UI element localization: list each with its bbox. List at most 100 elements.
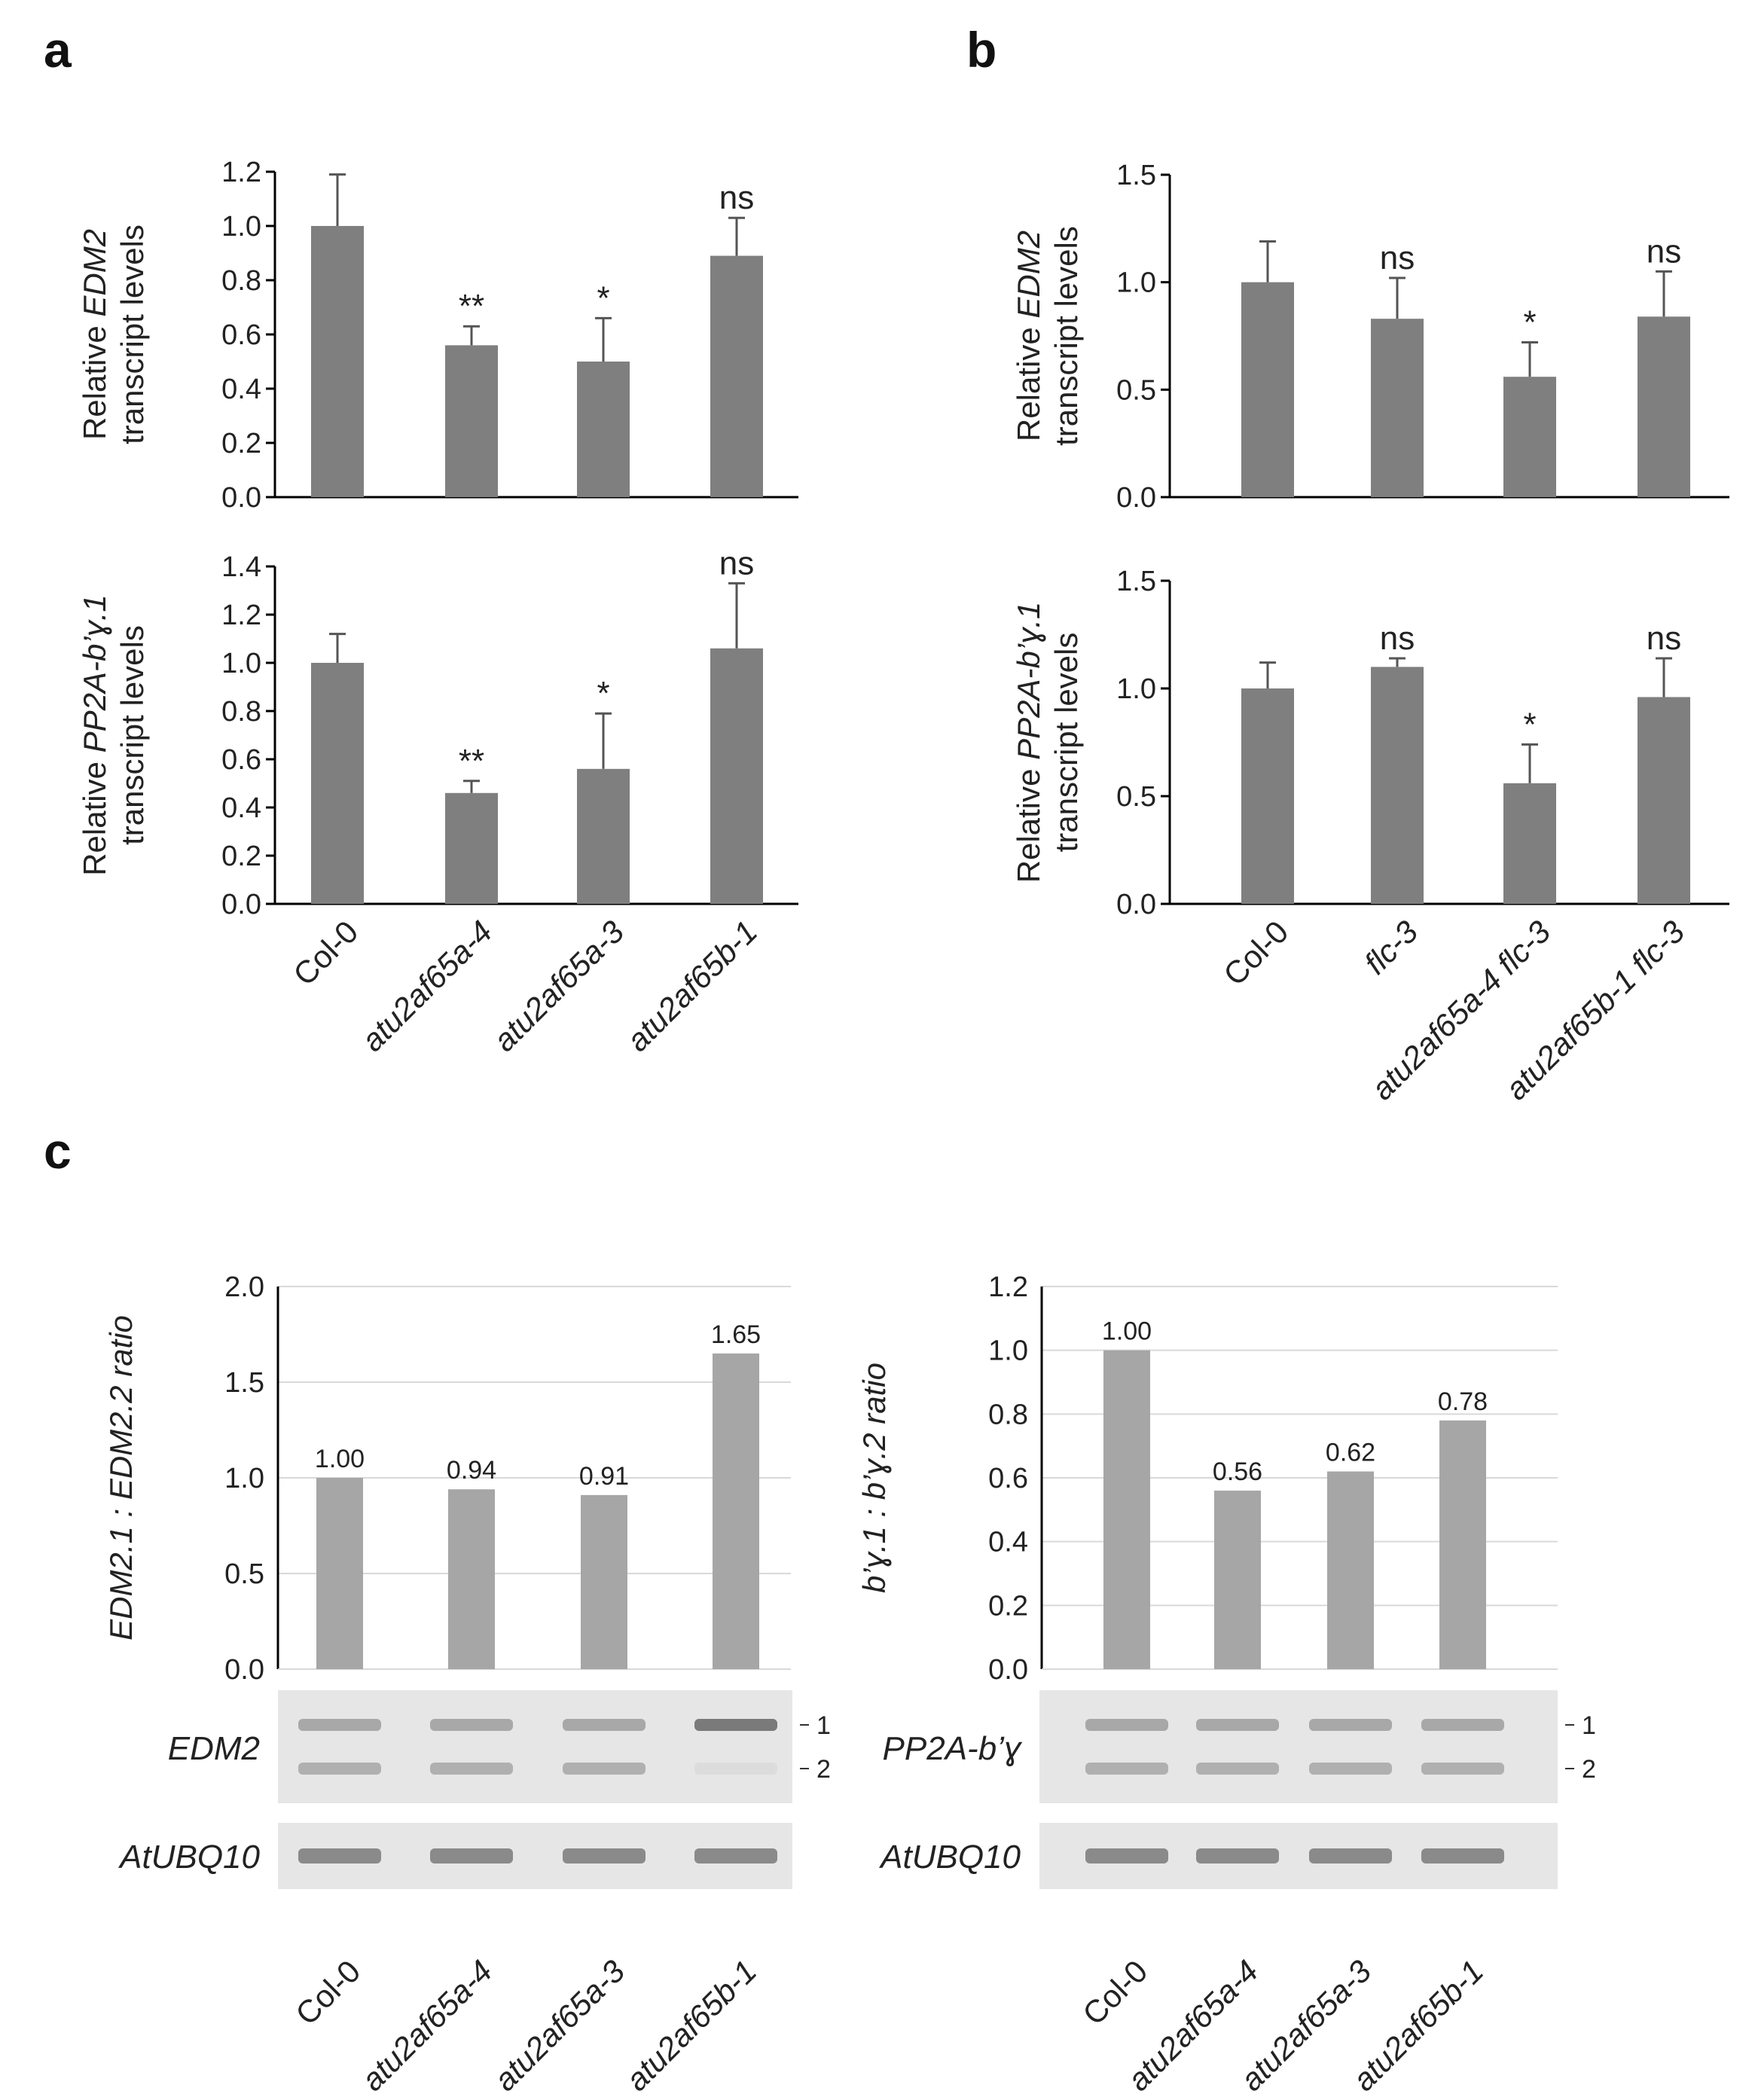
y-tick-label: 0.6 <box>221 319 261 351</box>
y-tick-label: 0.0 <box>221 889 261 920</box>
significance-label: ns <box>1647 620 1681 657</box>
chart-b-bottom: 0.0 0.5 1.0 1.5 ns * ns Relative PP2A-b’ɣ.1 tran… <box>1011 566 1729 1106</box>
band-label-1: 1 <box>1582 1711 1596 1740</box>
y-tick-label: 1.0 <box>221 211 261 243</box>
bar-atu2af65b-1 <box>1439 1420 1486 1669</box>
significance-label: * <box>1523 304 1536 341</box>
gel-band-control <box>563 1848 646 1863</box>
y-tick-label: 0.2 <box>988 1590 1028 1622</box>
significance-label: ns <box>719 545 754 581</box>
x-tick-label: atu2af65a-4 <box>355 1953 499 2098</box>
gel-band-2 <box>563 1763 646 1775</box>
gel-control-label: AtUBQ10 <box>878 1839 1021 1876</box>
y-tick-label: 0.6 <box>988 1463 1028 1494</box>
y-tick-label: 1.2 <box>221 600 261 631</box>
y-tick-label: 0.8 <box>221 265 261 297</box>
y-tick-label: 0.4 <box>221 374 261 405</box>
x-tick-label: Col-0 <box>288 1953 367 2031</box>
gel-band-1 <box>1085 1719 1168 1731</box>
y-tick-label: 2.0 <box>224 1271 264 1303</box>
y-axis-label-prefix: Relative <box>77 752 112 875</box>
y-tick-label: 0.5 <box>1116 374 1156 406</box>
y-tick-label: 0.5 <box>224 1558 264 1590</box>
chart-c-right: 0.0 0.2 0.4 0.6 0.8 1.0 1.2 1.00 0.56 0.62 0.78 b’ɣ… <box>856 1271 1558 2098</box>
x-tick-label: Col-0 <box>286 914 365 992</box>
y-tick-label: 1.0 <box>224 1463 264 1494</box>
y-tick-label: 0.6 <box>221 744 261 776</box>
significance-label: * <box>597 279 609 316</box>
bar-atu2af65b-1 <box>713 1353 759 1669</box>
significance-label: ns <box>719 179 754 216</box>
band-label-2: 2 <box>816 1755 831 1784</box>
y-axis-label-gene: EDM2 <box>77 229 112 317</box>
bar-flc-3 <box>1371 667 1424 904</box>
y-tick-label: 0.8 <box>988 1399 1028 1430</box>
y-axis-label: Relative PP2A-b’ɣ.1 <box>77 594 112 876</box>
gel-control-label: AtUBQ10 <box>118 1839 260 1876</box>
data-label: 0.62 <box>1326 1439 1375 1467</box>
bar-Col-0 <box>1103 1350 1150 1669</box>
y-tick-label: 0.2 <box>221 841 261 872</box>
bar-atu2af65a-4 <box>445 792 498 904</box>
bar-atu2af65a-4 <box>1214 1490 1261 1669</box>
bar-atu2af65b-1 <box>710 648 763 904</box>
significance-label: * <box>1523 706 1536 743</box>
bar-atu2af65b-1 <box>710 255 763 497</box>
panel-label-c: c <box>44 1123 72 1179</box>
y-tick-label: 0.8 <box>221 696 261 728</box>
gel-band-2 <box>430 1763 513 1775</box>
gel-band-control <box>1421 1848 1504 1863</box>
y-axis-label-gene: PP2A-b’ɣ.1 <box>77 594 112 752</box>
bar-atu2af65a-3 <box>1327 1471 1374 1669</box>
gel-band-control <box>1309 1848 1392 1863</box>
x-tick-label: atu2af65a-4 <box>355 914 499 1058</box>
y-axis-label-prefix: Relative <box>1011 319 1046 441</box>
bar-atu2af65a-4 <box>445 345 498 497</box>
significance-label: ns <box>1647 233 1681 270</box>
gel-band-control <box>694 1848 777 1863</box>
y-axis-label-prefix: Relative <box>1011 760 1046 883</box>
gel-image-target <box>1039 1690 1558 1803</box>
data-label: 1.00 <box>1102 1317 1152 1346</box>
significance-label: ** <box>459 743 484 780</box>
y-tick-label: 1.0 <box>1116 673 1156 705</box>
y-tick-label: 0.0 <box>1116 889 1156 920</box>
significance-label: ns <box>1380 620 1415 657</box>
y-axis-label: Relative PP2A-b’ɣ.1 <box>1011 602 1046 884</box>
data-label: 1.00 <box>315 1445 365 1473</box>
y-axis-label-gene: PP2A-b’ɣ.1 <box>1011 602 1046 760</box>
panel-label-b: b <box>966 22 997 78</box>
y-tick-label: 1.4 <box>221 551 261 583</box>
y-tick-label: 0.4 <box>221 792 261 824</box>
y-axis-label-line2: transcript levels <box>1048 633 1084 853</box>
gel-band-1 <box>563 1719 646 1731</box>
gel-band-1 <box>1309 1719 1392 1731</box>
y-tick-label: 1.5 <box>1116 566 1156 597</box>
y-tick-label: 0.0 <box>988 1654 1028 1686</box>
band-label-1: 1 <box>816 1711 831 1740</box>
y-tick-label: 1.0 <box>1116 267 1156 299</box>
data-label: 0.78 <box>1438 1387 1488 1416</box>
band-label-2: 2 <box>1582 1755 1596 1784</box>
data-label: 0.56 <box>1213 1457 1262 1486</box>
bar-Col-0 <box>311 663 364 904</box>
x-tick-label: atu2af65b-1 <box>620 914 765 1058</box>
x-tick-label: atu2af65b-1 <box>619 1953 764 2098</box>
gel-band-2 <box>1196 1763 1279 1775</box>
chart-c-left: 0.0 0.5 1.0 1.5 2.0 1.00 0.94 0.91 1.65 EDM2.1 : … <box>103 1271 791 2098</box>
y-tick-label: 0.4 <box>988 1527 1028 1558</box>
bar-Col-0 <box>311 226 364 497</box>
significance-label: * <box>597 675 609 712</box>
x-tick-label: atu2af65a-3 <box>487 1953 632 2098</box>
x-tick-label: atu2af65a-3 <box>487 914 631 1058</box>
bar-atu2af65a-4 flc-3 <box>1503 783 1556 904</box>
gel-band-2 <box>1421 1763 1504 1775</box>
y-axis-label: Relative EDM2 <box>1011 230 1046 441</box>
bar-atu2af65b-1 flc-3 <box>1637 697 1690 904</box>
bar-atu2af65a-4 flc-3 <box>1503 377 1556 497</box>
bar-atu2af65a-3 <box>577 768 630 904</box>
gel-band-2 <box>694 1763 777 1775</box>
y-tick-label: 1.0 <box>988 1335 1028 1367</box>
